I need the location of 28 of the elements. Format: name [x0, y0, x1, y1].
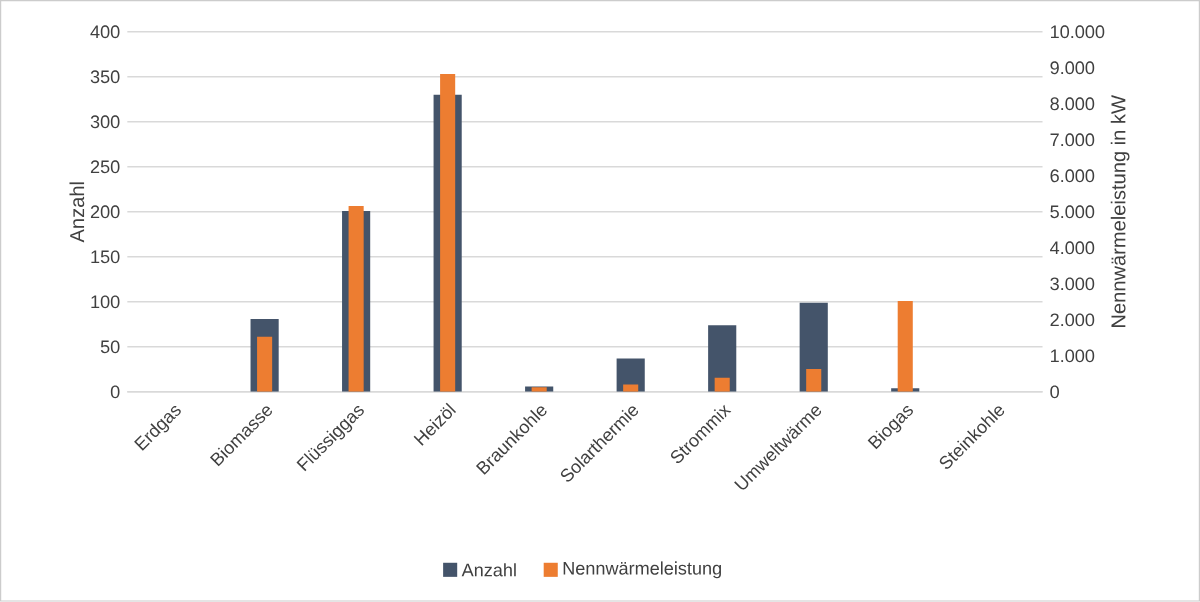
bar: [708, 325, 737, 393]
y2-tick-label: 4.000: [1050, 241, 1095, 255]
y2-tick-label: 10.000: [1051, 25, 1105, 39]
y-tick-label: 250: [90, 160, 120, 174]
y2-tick-label: 5.000: [1050, 205, 1095, 219]
legend-label: Anzahl: [461, 563, 516, 577]
y2-tick-label: 3.000: [1050, 277, 1095, 291]
y-tick-label: 400: [90, 25, 120, 39]
y-tick-label: 150: [91, 250, 120, 264]
y-tick-label: 100: [91, 295, 120, 309]
bar: [714, 377, 730, 393]
y2-axis-title: Nennwärmeleistung in kW: [1110, 95, 1130, 328]
y2-tick-label: 1.000: [1051, 349, 1095, 363]
y-tick-label: 0: [110, 385, 120, 399]
y2-tick-label: 2.000: [1050, 313, 1095, 327]
y2-tick-label: 9.000: [1050, 61, 1095, 75]
y-axis-title: Anzahl: [69, 182, 85, 243]
y-tick-label: 300: [90, 115, 120, 129]
y-tick-label: 350: [90, 70, 120, 84]
y-tick-label: 50: [100, 340, 120, 354]
y2-tick-label: 8.000: [1050, 97, 1095, 111]
y-tick-label: 200: [90, 205, 120, 219]
bar: [806, 369, 822, 393]
bar: [616, 358, 645, 393]
y2-tick-label: 6.000: [1050, 169, 1095, 183]
y2-tick-label: 7.000: [1050, 133, 1095, 147]
legend-label: Nennwärmeleistung: [563, 561, 721, 579]
y2-tick-label: 0: [1050, 385, 1059, 399]
